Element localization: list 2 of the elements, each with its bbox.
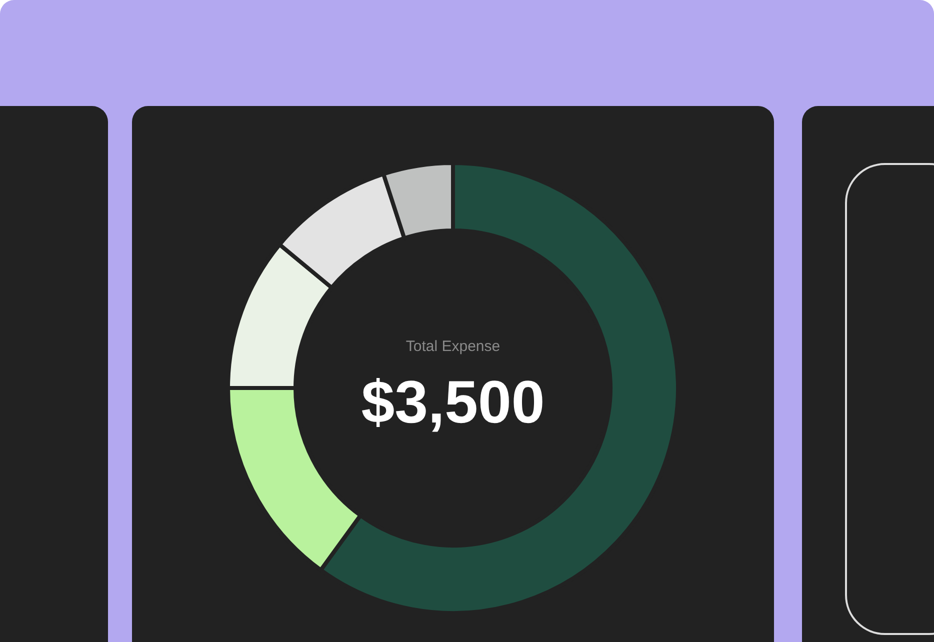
text: $3,500 — [361, 368, 545, 436]
text: Total Expense — [406, 338, 500, 356]
